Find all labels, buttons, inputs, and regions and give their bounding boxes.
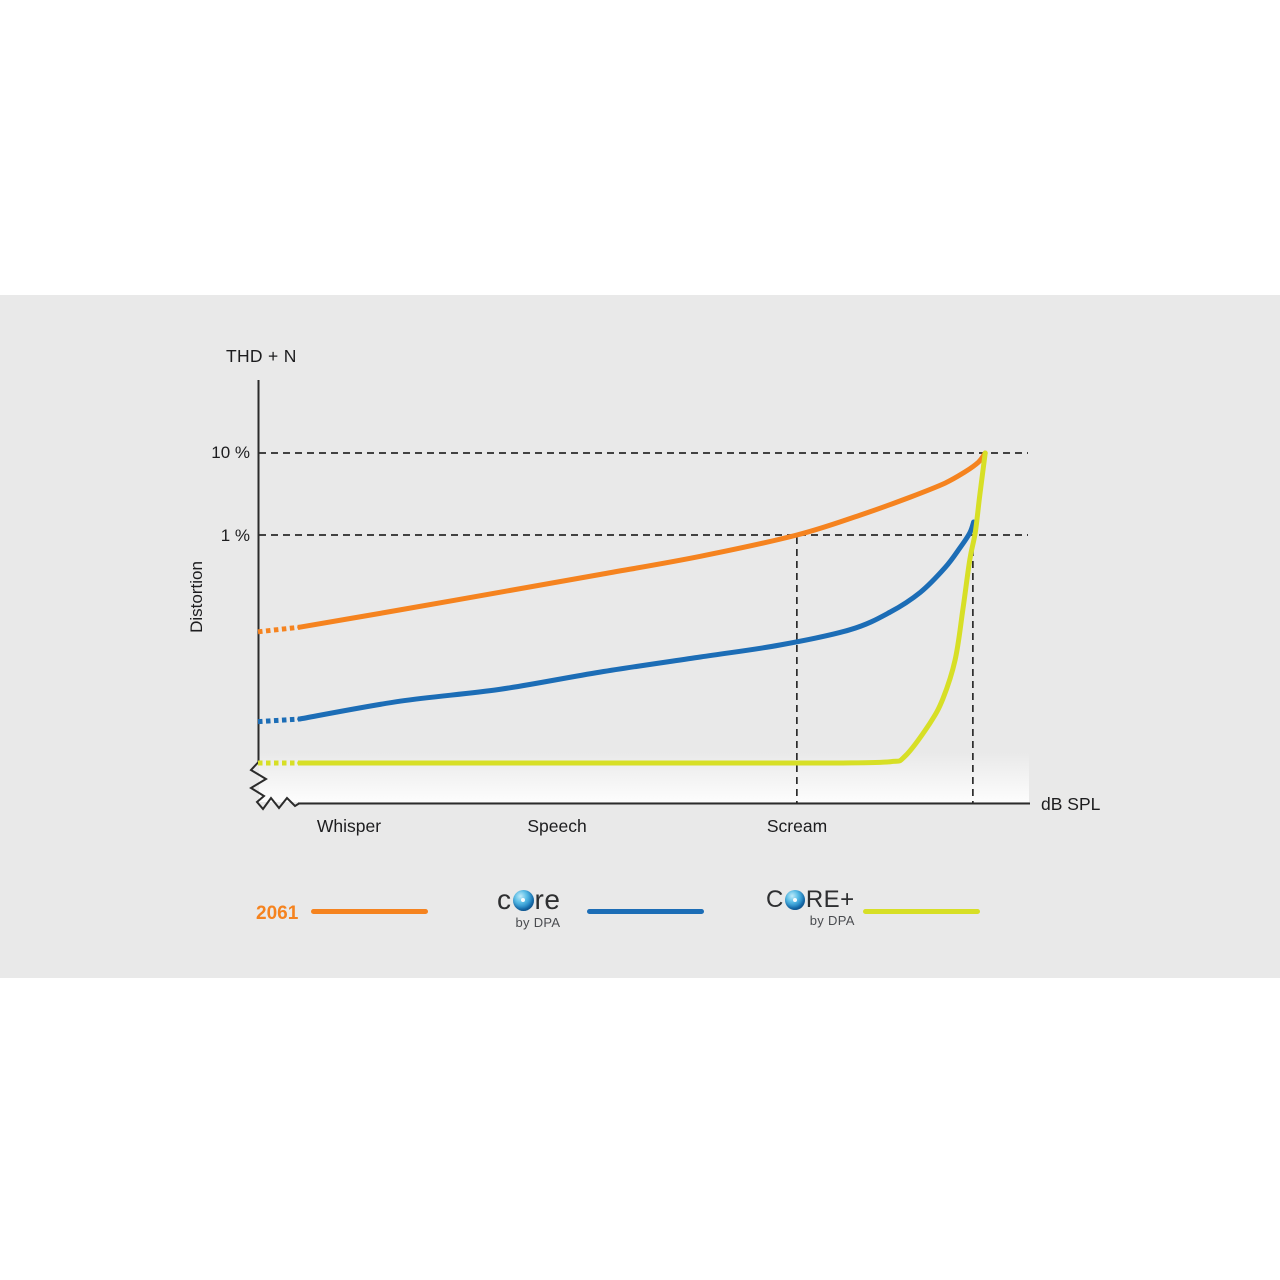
y-axis-tick-10pct: 10 % bbox=[211, 443, 250, 462]
baseline-glow bbox=[259, 752, 1029, 802]
core-plus-logo-post: RE+ bbox=[805, 886, 855, 913]
y-axis-tick-1pct: 1 % bbox=[220, 526, 250, 545]
legend-swatch-core bbox=[587, 909, 704, 914]
chart-panel bbox=[0, 295, 1280, 978]
core-plus-logo-pre: C bbox=[766, 886, 784, 913]
legend-swatch-2061 bbox=[311, 909, 428, 914]
core-logo-text: c re bbox=[497, 886, 560, 914]
disc-center-dot bbox=[521, 898, 525, 902]
x-axis-tick-speech: Speech bbox=[527, 816, 587, 836]
series-curves bbox=[257, 450, 988, 766]
core-logo-pre: c bbox=[497, 884, 512, 915]
axis-break-zigzag-icon bbox=[249, 761, 300, 811]
core-logo-post: re bbox=[534, 884, 561, 915]
legend-logo-core: c re by DPA bbox=[497, 886, 561, 931]
x-axis-unit-label: dB SPL bbox=[1041, 794, 1101, 814]
core-logo-sub: by DPA bbox=[515, 915, 561, 930]
y-axis-label: Distortion bbox=[187, 561, 206, 633]
legend-swatch-core-plus bbox=[863, 909, 980, 914]
legend-label-2061: 2061 bbox=[256, 903, 299, 924]
core-plus-logo-sub: by DPA bbox=[809, 913, 855, 928]
plot-title: THD + N bbox=[226, 346, 297, 366]
dashed-gridlines bbox=[259, 452, 1028, 804]
disc-center-dot bbox=[792, 898, 797, 902]
core-plus-disc-icon bbox=[784, 890, 805, 910]
legend-logo-core-plus: C RE+ by DPA bbox=[766, 888, 855, 929]
x-axis-tick-scream: Scream bbox=[766, 816, 828, 836]
core-disc-icon bbox=[512, 889, 534, 911]
core-plus-logo-text: C RE+ bbox=[766, 888, 855, 912]
x-axis-tick-whisper: Whisper bbox=[316, 816, 382, 836]
